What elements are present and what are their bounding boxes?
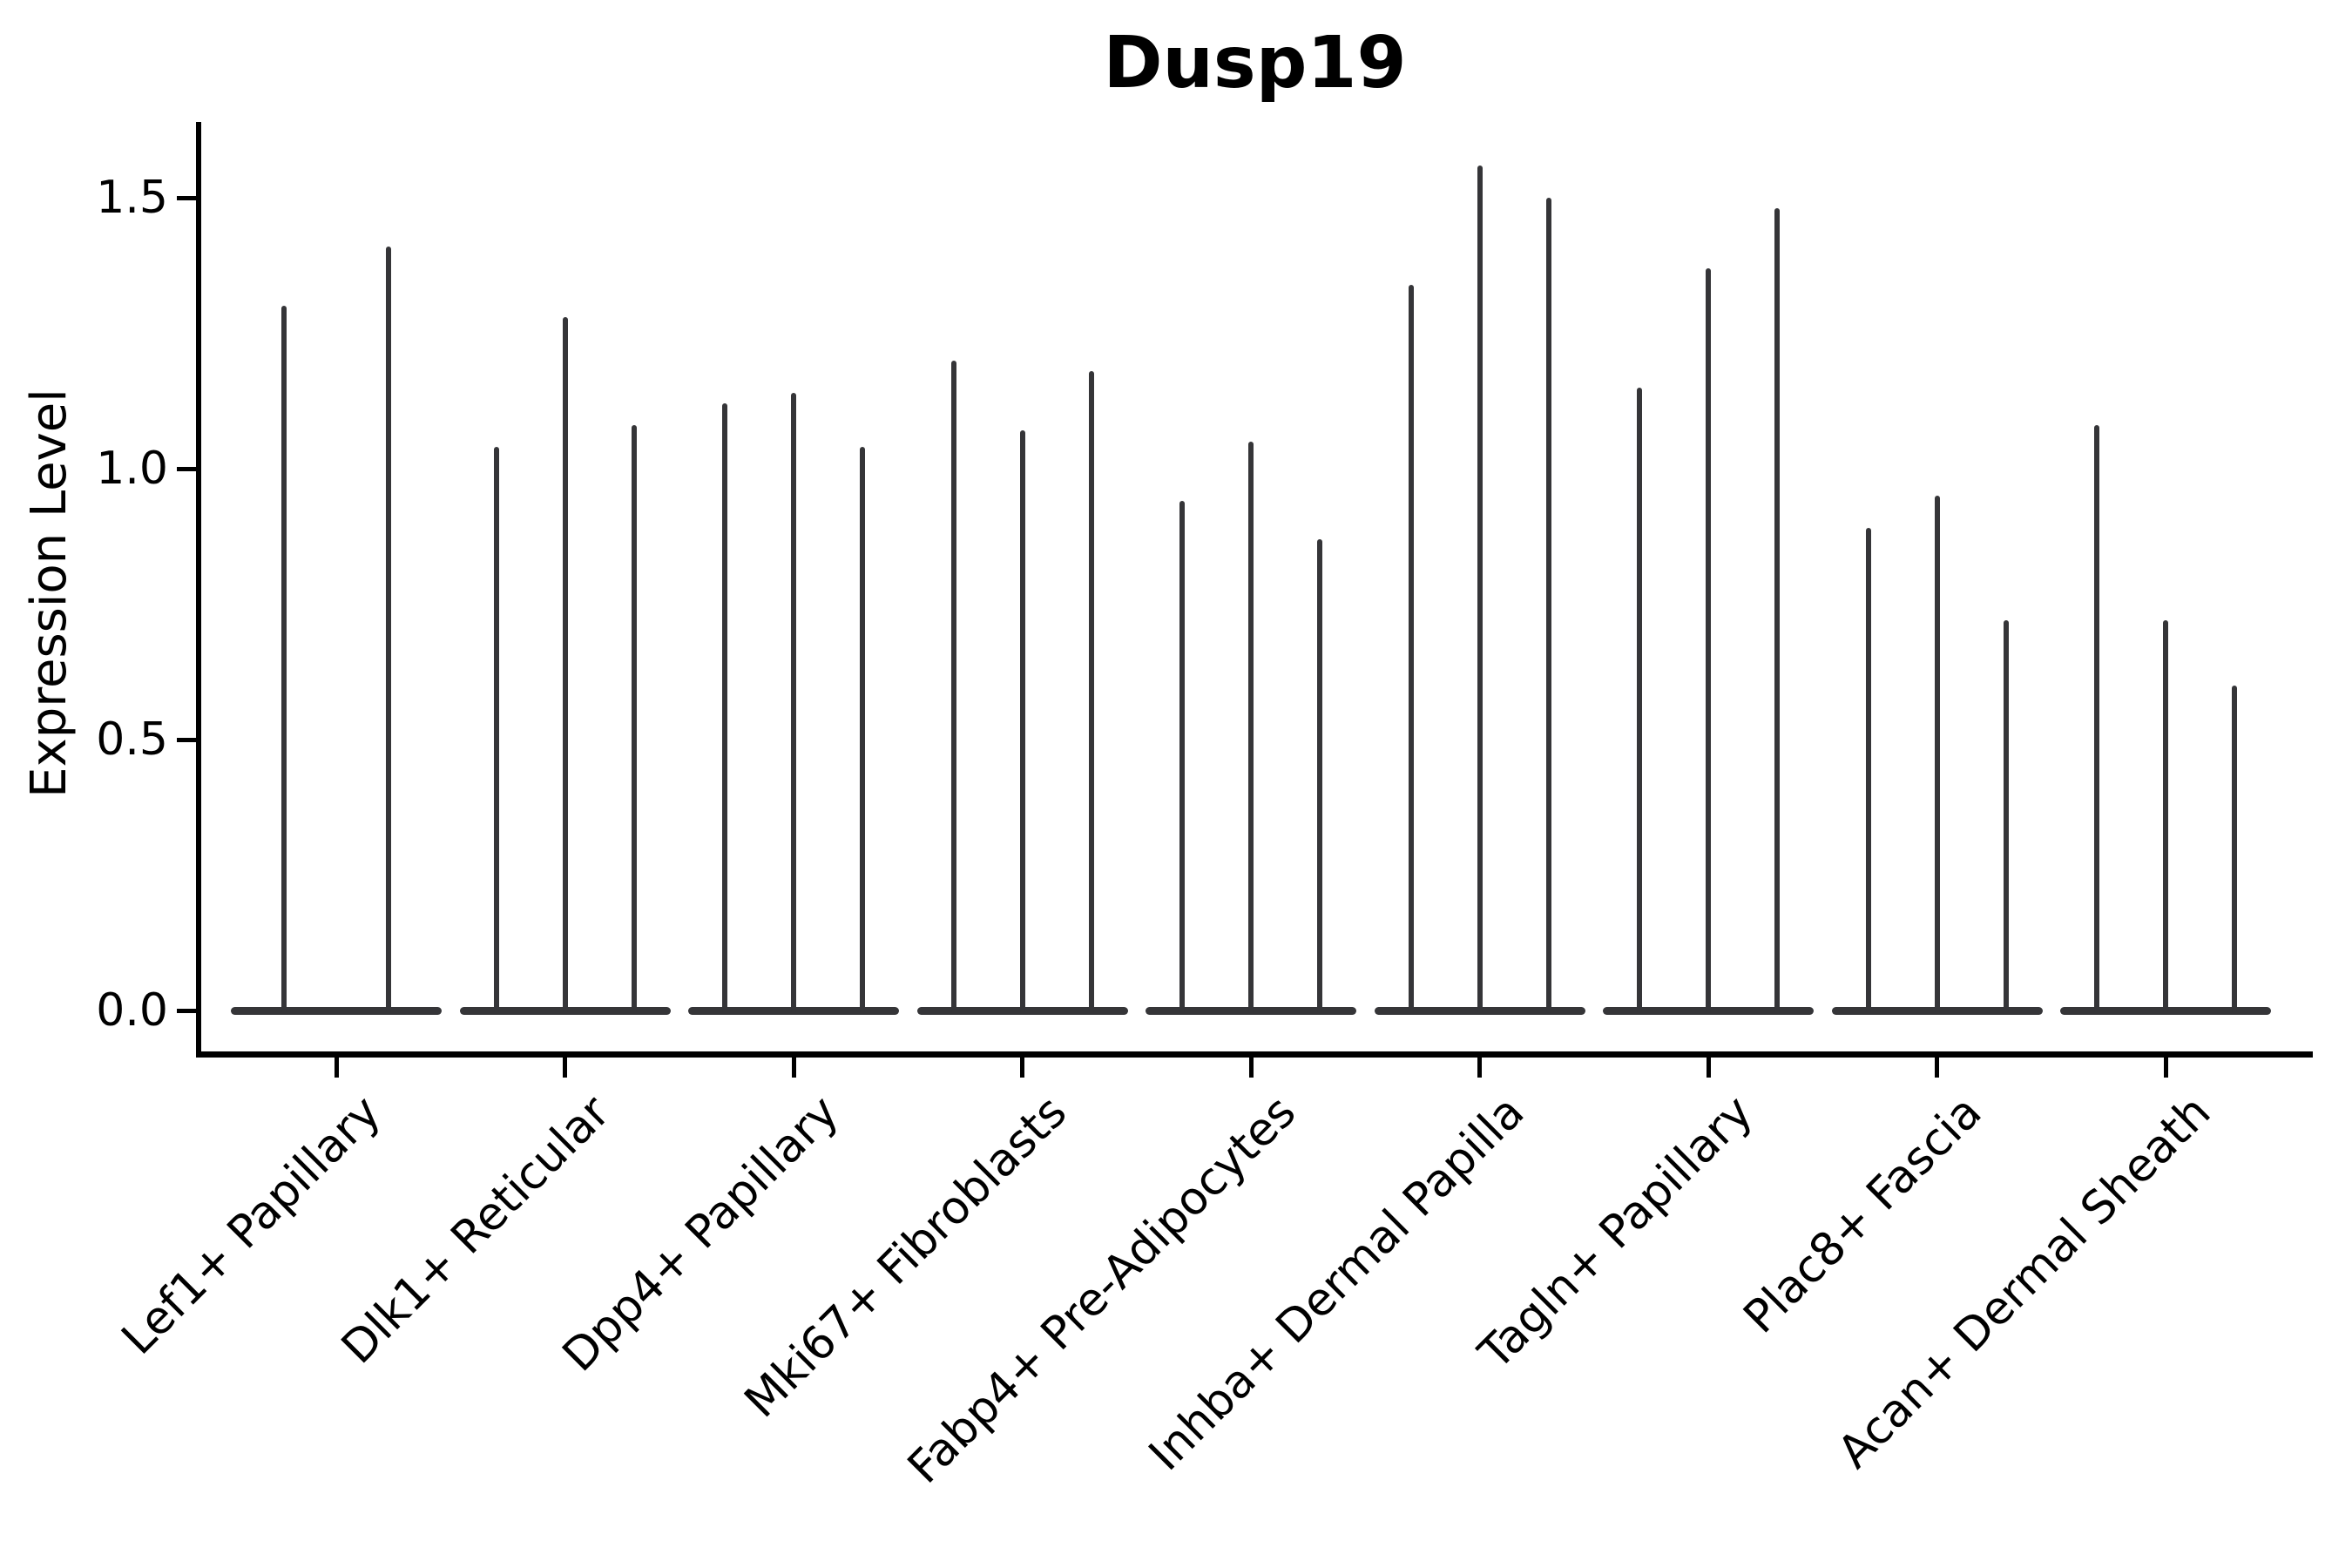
- violin-spike: [1774, 208, 1780, 1013]
- x-tick-mark: [1477, 1057, 1482, 1078]
- violin-spike: [1706, 267, 1711, 1013]
- violin-spike: [1637, 387, 1642, 1013]
- x-category-label: Acan+ Dermal Sheath: [1828, 1085, 2221, 1479]
- violin-spike: [2094, 425, 2099, 1013]
- violin-spike: [386, 246, 391, 1013]
- violin-spike: [1408, 284, 1414, 1013]
- y-tick-mark: [177, 1008, 196, 1013]
- violin-spike: [1019, 430, 1025, 1013]
- y-tick-label: 0.0: [96, 984, 168, 1037]
- x-tick-mark: [1020, 1057, 1024, 1078]
- x-category-label: Inhba+ Dermal Papilla: [1139, 1085, 1535, 1482]
- violin-spike: [2163, 620, 2168, 1013]
- violin-spike: [860, 447, 865, 1013]
- violin-spike: [1865, 528, 1871, 1013]
- violin-spike: [1088, 371, 1094, 1013]
- x-tick-mark: [334, 1057, 339, 1078]
- y-tick-mark: [177, 195, 196, 200]
- y-tick-mark: [177, 737, 196, 742]
- y-tick-mark: [177, 466, 196, 471]
- x-axis-spine: [196, 1051, 2313, 1058]
- violin-spike: [722, 403, 727, 1013]
- x-tick-mark: [791, 1057, 796, 1078]
- y-tick-label: 1.5: [96, 172, 168, 224]
- violin-baseline: [231, 1006, 442, 1015]
- violin-spike: [1934, 496, 1940, 1013]
- violin-spike: [1545, 198, 1551, 1013]
- violin-spike: [2232, 685, 2237, 1013]
- x-tick-mark: [1935, 1057, 1939, 1078]
- violin-spike: [1477, 165, 1483, 1013]
- chart-title: Dusp19: [1103, 22, 1407, 105]
- y-tick-label: 1.0: [96, 443, 168, 495]
- violin-spike: [493, 447, 499, 1013]
- violin-spike: [1179, 501, 1185, 1013]
- violin-spike: [1317, 538, 1322, 1013]
- violin-spike: [950, 360, 956, 1013]
- violin-spike: [1248, 441, 1254, 1013]
- violin-spike: [631, 425, 637, 1013]
- y-axis-label: Expression Level: [21, 389, 78, 798]
- x-category-label: Plac8+ Fascia: [1734, 1085, 1992, 1344]
- violin-spike: [2003, 620, 2009, 1013]
- y-axis-spine: [196, 122, 201, 1057]
- x-tick-mark: [563, 1057, 567, 1078]
- violin-spike: [562, 316, 568, 1013]
- violin-spike: [281, 306, 287, 1013]
- y-tick-label: 0.5: [96, 713, 168, 766]
- x-tick-mark: [1706, 1057, 1711, 1078]
- x-tick-mark: [2163, 1057, 2168, 1078]
- x-category-label: Fabp4+ Pre-Adipocytes: [897, 1085, 1307, 1494]
- x-tick-mark: [1248, 1057, 1254, 1078]
- violin-spike: [791, 392, 796, 1013]
